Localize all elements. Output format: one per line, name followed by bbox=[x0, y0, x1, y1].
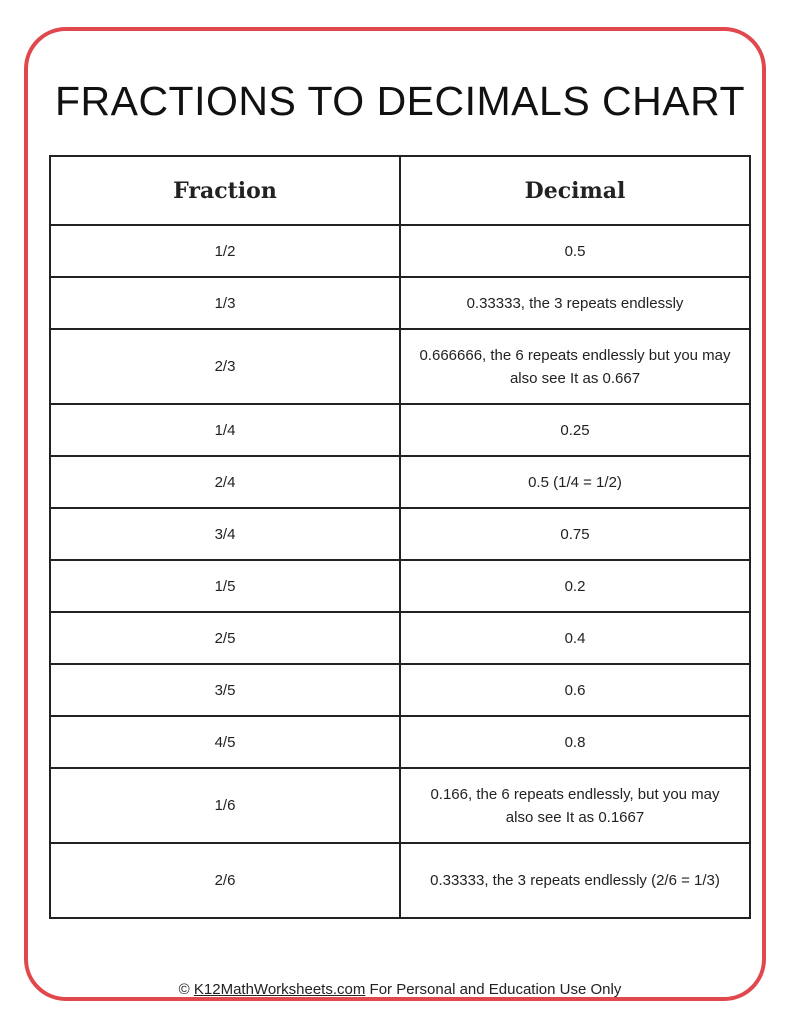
site-link[interactable]: K12MathWorksheets.com bbox=[193, 981, 366, 998]
decimal-cell: 0.33333, the 3 repeats endlessly bbox=[399, 276, 751, 330]
fractions-table: Fraction Decimal 1/2 0.5 1/3 0.33333, the 3… bbox=[49, 155, 751, 919]
table-row: 3/5 0.6 bbox=[49, 663, 751, 717]
fraction-cell: 3/5 bbox=[49, 663, 401, 717]
table-row: 1/3 0.33333, the 3 repeats endlessly bbox=[49, 276, 751, 330]
table-row: 1/4 0.25 bbox=[49, 403, 751, 457]
table-row: 2/3 0.666666, the 6 repeats endlessly but… bbox=[49, 328, 751, 405]
fraction-cell: 2/5 bbox=[49, 611, 401, 665]
decimal-cell: 0.75 bbox=[399, 507, 751, 561]
table-row: 2/4 0.5 (1/4 = 1/2) bbox=[49, 455, 751, 509]
page-border bbox=[24, 27, 766, 1001]
decimal-cell: 0.666666, the 6 repeats endlessly but yo… bbox=[399, 328, 751, 405]
decimal-cell: 0.5 bbox=[399, 224, 751, 278]
fraction-cell: 3/4 bbox=[49, 507, 401, 561]
copyright-symbol: © bbox=[178, 981, 190, 998]
table-row: 4/5 0.8 bbox=[49, 715, 751, 769]
decimal-cell: 0.25 bbox=[399, 403, 751, 457]
page-title: FRACTIONS TO DECIMALS CHART bbox=[54, 78, 746, 124]
decimal-cell: 0.33333, the 3 repeats endlessly (2/6 = … bbox=[399, 842, 751, 919]
fraction-cell: 1/2 bbox=[49, 224, 401, 278]
decimal-cell: 0.166, the 6 repeats endlessly, but you … bbox=[399, 767, 751, 844]
table-row: 1/6 0.166, the 6 repeats endlessly, but y… bbox=[49, 767, 751, 844]
fraction-cell: 2/4 bbox=[49, 455, 401, 509]
header-fraction: Fraction bbox=[49, 155, 401, 226]
footer-text: For Personal and Education Use Only bbox=[369, 981, 622, 998]
table-row: 1/2 0.5 bbox=[49, 224, 751, 278]
fraction-cell: 4/5 bbox=[49, 715, 401, 769]
decimal-cell: 0.4 bbox=[399, 611, 751, 665]
header-decimal: Decimal bbox=[399, 155, 751, 226]
footer: © K12MathWorksheets.com For Personal and… bbox=[0, 981, 800, 998]
fraction-cell: 1/3 bbox=[49, 276, 401, 330]
table-row: 2/5 0.4 bbox=[49, 611, 751, 665]
table-row: 1/5 0.2 bbox=[49, 559, 751, 613]
decimal-cell: 0.5 (1/4 = 1/2) bbox=[399, 455, 751, 509]
decimal-cell: 0.6 bbox=[399, 663, 751, 717]
fraction-cell: 2/6 bbox=[49, 842, 401, 919]
decimal-cell: 0.2 bbox=[399, 559, 751, 613]
fraction-cell: 1/4 bbox=[49, 403, 401, 457]
fraction-cell: 1/5 bbox=[49, 559, 401, 613]
decimal-cell: 0.8 bbox=[399, 715, 751, 769]
fraction-cell: 2/3 bbox=[49, 328, 401, 405]
table-row: 3/4 0.75 bbox=[49, 507, 751, 561]
table-header-row: Fraction Decimal bbox=[49, 155, 751, 226]
fraction-cell: 1/6 bbox=[49, 767, 401, 844]
table-row: 2/6 0.33333, the 3 repeats endlessly (2/6… bbox=[49, 842, 751, 919]
